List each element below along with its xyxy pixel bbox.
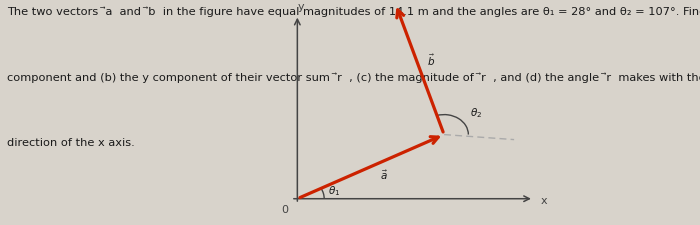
Text: 0: 0 <box>281 204 288 214</box>
Text: direction of the x axis.: direction of the x axis. <box>7 137 134 147</box>
Text: $\theta_1$: $\theta_1$ <box>328 184 340 197</box>
Text: The two vectors  ⃗a  and  ⃗b  in the figure have equal magnitudes of 14.1 m and : The two vectors ⃗a and ⃗b in the figure … <box>7 7 700 17</box>
Text: $\theta_2$: $\theta_2$ <box>470 106 482 120</box>
Text: $\vec{a}$: $\vec{a}$ <box>379 168 388 181</box>
Text: component and (b) the y component of their vector sum  ⃗r  , (c) the magnitude o: component and (b) the y component of the… <box>7 72 700 83</box>
Text: x: x <box>540 195 547 205</box>
Text: y: y <box>298 2 304 11</box>
Text: $\vec{b}$: $\vec{b}$ <box>428 52 435 68</box>
